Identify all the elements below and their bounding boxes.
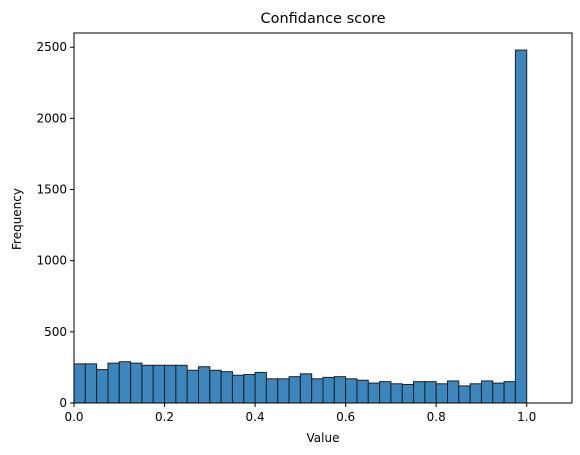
histogram-bar	[356, 379, 369, 404]
histogram-bar	[73, 363, 86, 404]
histogram-bar	[503, 381, 516, 404]
histogram-bar	[141, 364, 154, 404]
histogram-bar	[492, 382, 505, 404]
histogram-bar	[333, 376, 347, 404]
y-tick-label: 500	[44, 325, 67, 339]
y-axis-label: Frequency	[10, 188, 24, 250]
plot-frame	[73, 32, 573, 404]
y-axis-ticks: 0 500 1000 1500 2000 2500	[36, 40, 74, 410]
histogram-bar	[401, 384, 415, 404]
histogram-bar	[152, 364, 166, 404]
x-tick-label: 0.8	[427, 410, 446, 424]
histogram-bar	[367, 382, 381, 404]
histogram-bar	[447, 380, 460, 404]
chart-title: Confidance score	[260, 11, 385, 27]
x-tick-label: 0.6	[336, 410, 355, 424]
x-tick-label: 0.4	[246, 410, 265, 424]
histogram-bar	[435, 383, 449, 404]
y-tick-label: 0	[59, 396, 67, 410]
x-tick-label: 0.2	[155, 410, 174, 424]
histogram-bar	[469, 383, 482, 404]
histogram-bar	[130, 362, 143, 404]
histogram-bar	[186, 369, 200, 404]
histogram-bar	[424, 381, 437, 404]
histogram-bar	[322, 376, 335, 404]
histogram-bar	[480, 380, 494, 404]
x-axis-ticks: 0.0 0.2 0.4 0.6 0.8 1.0	[64, 403, 536, 424]
histogram-bar	[265, 378, 279, 404]
histogram-bar	[164, 364, 177, 404]
x-axis-label: Value	[307, 431, 340, 445]
histogram-bar	[175, 364, 188, 404]
histogram-bar	[231, 374, 245, 404]
x-tick-label: 0.0	[64, 410, 83, 424]
histogram-bar	[311, 378, 324, 404]
histogram-bar	[345, 378, 358, 404]
histogram-bar	[277, 378, 290, 404]
histogram-bar	[458, 385, 471, 404]
histogram-bar	[209, 369, 222, 404]
histogram-bar	[254, 371, 267, 404]
histogram-bar	[299, 373, 313, 404]
histogram-bar	[84, 363, 98, 404]
bars-group	[73, 49, 528, 404]
histogram-bar	[390, 383, 403, 404]
x-tick-label: 1.0	[517, 410, 536, 424]
histogram-bar	[413, 381, 426, 404]
y-tick-label: 1000	[36, 254, 67, 268]
histogram-bar	[118, 361, 132, 404]
histogram-bar	[198, 366, 211, 404]
histogram-bar	[96, 369, 109, 404]
histogram-bar	[107, 362, 120, 404]
histogram-bar	[514, 49, 528, 404]
y-tick-label: 2000	[36, 111, 67, 125]
y-tick-label: 2500	[36, 40, 67, 54]
histogram-bar	[220, 371, 233, 404]
y-tick-label: 1500	[36, 183, 67, 197]
histogram-bar	[243, 374, 256, 404]
histogram-bar	[288, 376, 301, 404]
histogram-bar	[379, 381, 392, 404]
